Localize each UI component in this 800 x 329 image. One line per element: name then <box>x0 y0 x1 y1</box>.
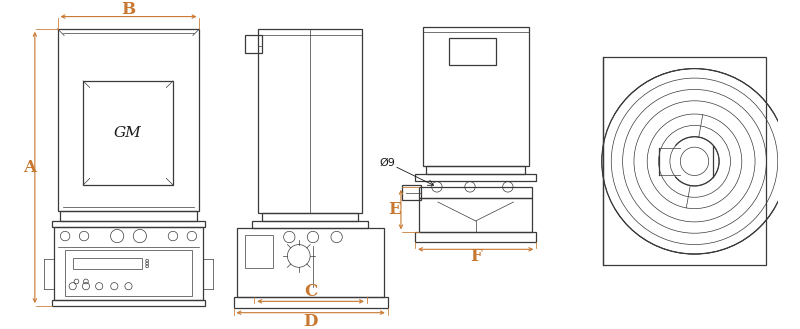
Bar <box>426 166 525 174</box>
Text: F: F <box>470 248 482 266</box>
Bar <box>262 214 358 221</box>
Bar <box>54 227 203 300</box>
Bar <box>52 221 205 227</box>
Bar <box>258 29 362 214</box>
Text: GM: GM <box>114 126 142 140</box>
Text: Ø9: Ø9 <box>380 158 396 168</box>
Text: B: B <box>122 1 135 17</box>
Bar <box>65 250 192 296</box>
Text: A: A <box>22 159 36 176</box>
Bar <box>245 35 262 54</box>
Text: C: C <box>304 283 318 300</box>
Bar <box>245 235 274 268</box>
Bar <box>419 198 533 232</box>
Bar <box>402 185 421 200</box>
Bar <box>253 221 368 228</box>
Bar <box>234 297 388 308</box>
Bar <box>238 228 384 297</box>
Bar <box>52 300 205 306</box>
Bar <box>58 29 199 212</box>
Bar <box>422 27 529 166</box>
Bar <box>415 232 536 242</box>
Bar <box>419 187 533 198</box>
Bar <box>73 258 142 269</box>
Bar <box>83 81 173 185</box>
Bar <box>415 174 536 181</box>
Bar <box>449 38 497 65</box>
Bar <box>60 212 197 221</box>
Bar <box>603 57 766 266</box>
Text: E: E <box>388 201 401 218</box>
Text: D: D <box>303 313 318 329</box>
